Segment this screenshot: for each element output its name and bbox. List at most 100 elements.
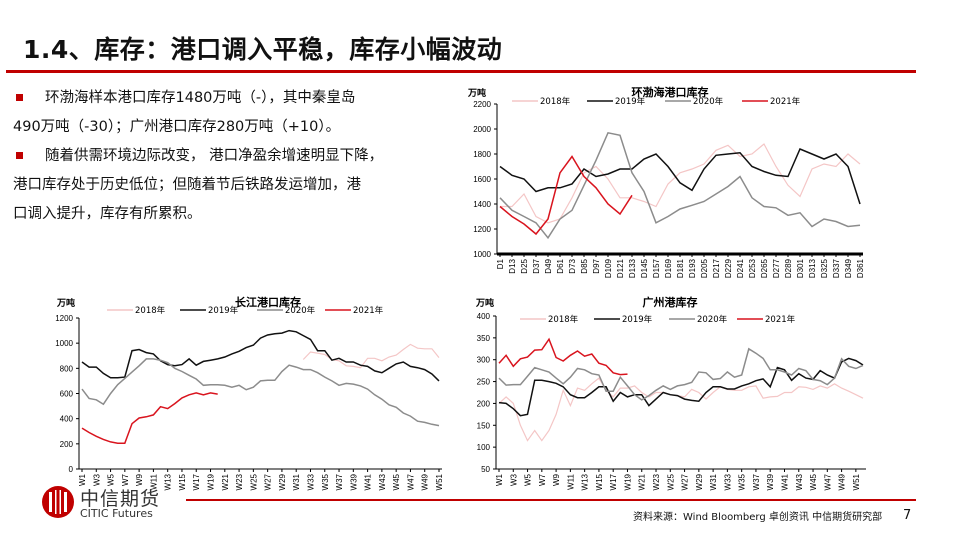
x-tick-label: D229 [724, 258, 733, 278]
x-tick-label: D325 [820, 258, 829, 278]
y-tick-label: 1200 [473, 225, 491, 234]
y-tick-label: 50 [481, 465, 490, 474]
y-tick-label: 1000 [473, 250, 491, 259]
x-tick-label: W17 [192, 473, 201, 490]
x-tick-label: D301 [796, 258, 805, 278]
x-tick-label: D205 [700, 258, 709, 278]
y-tick-label: 600 [60, 390, 74, 399]
x-tick-label: W7 [538, 473, 547, 486]
legend-label: 2018年 [135, 305, 166, 316]
bullet-text: 490万吨（-30）；广州港口库存280万吨（+10）。 [13, 119, 341, 135]
x-tick-label: D73 [568, 258, 577, 273]
title-divider [6, 70, 916, 73]
legend-label: 2021年 [353, 305, 384, 316]
series-line-2021年 [499, 155, 633, 236]
x-tick-label: D109 [604, 258, 613, 278]
legend-label: 2020年 [285, 305, 316, 316]
x-tick-label: D313 [808, 258, 817, 278]
series-line-2020年 [499, 131, 861, 240]
x-tick-label: D241 [736, 258, 745, 278]
y-tick-label: 2000 [473, 125, 491, 134]
bullet-square-icon [16, 93, 23, 101]
y-tick-label: 1400 [473, 200, 491, 209]
x-tick-label: W5 [107, 473, 116, 486]
y-tick-label: 800 [60, 364, 74, 373]
y-tick-label: 1600 [473, 175, 491, 184]
x-tick-label: D289 [784, 258, 793, 278]
x-tick-label: W25 [249, 473, 258, 490]
logo-text-en: CITIC Futures [80, 507, 153, 520]
legend-label: 2019年 [622, 314, 653, 325]
x-tick-label: W13 [164, 473, 173, 490]
x-tick-label: W47 [406, 473, 415, 490]
bullet-list: 环渤海样本港口库存1480万吨（-），其中秦皇岛 490万吨（-30）；广州港口… [13, 84, 443, 229]
series-line-2021年 [498, 337, 628, 376]
y-tick-label: 200 [60, 440, 74, 449]
x-tick-label: W23 [235, 473, 244, 490]
y-tick-label: 1200 [55, 314, 73, 323]
source-note: 资料来源：Wind Bloomberg 卓创资讯 中信期货研究部 [633, 512, 883, 523]
x-tick-label: W13 [581, 473, 590, 490]
x-tick-label: W19 [207, 473, 216, 490]
x-tick-label: D49 [544, 258, 553, 273]
x-tick-label: D121 [616, 258, 625, 278]
series-line-2019年 [498, 357, 864, 417]
x-tick-label: D217 [712, 258, 721, 278]
x-tick-label: W23 [652, 473, 661, 490]
x-tick-label: W5 [524, 473, 533, 486]
page-title: 1.4、库存：港口调入平稳，库存小幅波动 [23, 35, 503, 64]
y-axis-unit: 万吨 [475, 297, 494, 309]
x-tick-label: W31 [292, 473, 301, 490]
series-line-2018年 [498, 377, 864, 442]
x-tick-label: W43 [795, 473, 804, 490]
x-tick-label: W31 [709, 473, 718, 490]
y-axis-unit: 万吨 [56, 297, 75, 309]
x-tick-label: W35 [738, 473, 747, 490]
x-tick-label: W29 [278, 473, 287, 490]
x-tick-label: W7 [121, 473, 130, 486]
chart-title: 环渤海港口库存 [632, 85, 709, 99]
series-line-2020年 [498, 347, 864, 401]
y-tick-label: 0 [69, 465, 74, 474]
x-tick-label: D13 [508, 258, 517, 273]
logo-text-cn: 中信期货 [80, 488, 161, 510]
x-tick-label: W27 [264, 473, 273, 490]
footer-divider [186, 499, 916, 501]
x-tick-label: W19 [623, 473, 632, 490]
legend-label: 2020年 [697, 314, 728, 325]
x-tick-label: D337 [832, 258, 841, 278]
x-tick-label: D133 [628, 258, 637, 278]
x-tick-label: W45 [392, 473, 401, 490]
legend-label: 2018年 [548, 314, 579, 325]
legend-label: 2019年 [615, 96, 646, 107]
series-line-2018年 [302, 343, 440, 369]
x-tick-label: D97 [592, 258, 601, 273]
y-tick-label: 350 [477, 334, 491, 343]
x-tick-label: D361 [856, 258, 865, 278]
legend-label: 2021年 [770, 96, 801, 107]
x-tick-label: W3 [509, 473, 518, 486]
x-tick-label: W39 [349, 473, 358, 490]
y-tick-label: 200 [477, 399, 491, 408]
x-tick-label: D349 [844, 258, 853, 278]
x-tick-label: D25 [520, 258, 529, 273]
x-tick-label: W15 [595, 473, 604, 490]
x-tick-label: D253 [748, 258, 757, 278]
x-tick-label: W1 [495, 473, 504, 486]
x-tick-label: D265 [760, 258, 769, 278]
x-tick-label: W27 [681, 473, 690, 490]
y-tick-label: 250 [477, 378, 491, 387]
x-tick-label: W39 [766, 473, 775, 490]
series-line-2019年 [499, 148, 861, 205]
x-tick-label: W41 [364, 473, 373, 490]
bullet-2: 随着供需环境边际改变， 港口净盈余增速明显下降， [13, 142, 443, 171]
chart-title: 长江港口库存 [235, 295, 301, 309]
legend-label: 2021年 [765, 314, 796, 325]
x-tick-label: W15 [178, 473, 187, 490]
y-tick-label: 100 [477, 443, 491, 452]
citic-logo-icon [42, 486, 74, 518]
x-tick-label: D1 [496, 258, 505, 269]
x-tick-label: W41 [780, 473, 789, 490]
bullet-square-icon [16, 151, 23, 159]
